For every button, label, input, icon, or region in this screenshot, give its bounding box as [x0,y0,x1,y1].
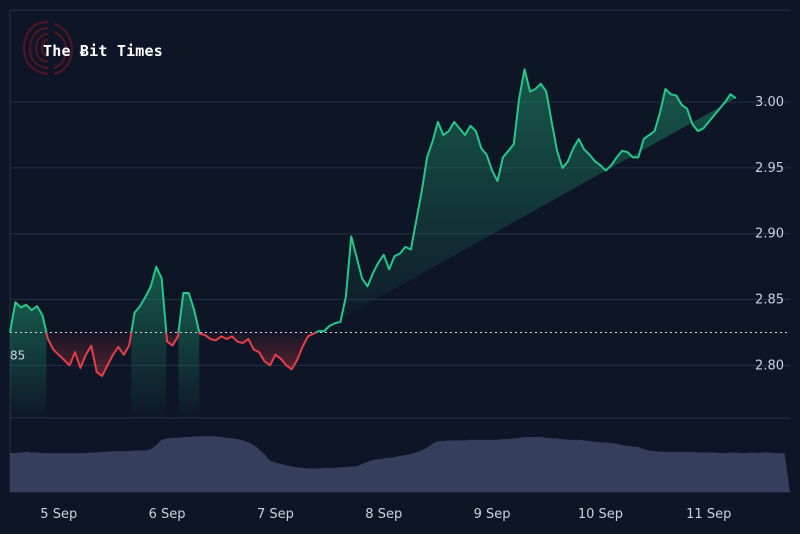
price-line-up [315,68,737,334]
up-area [10,302,47,418]
volume-series [10,436,790,492]
price-line-up [9,301,48,333]
x-axis: 5 Sep 6 Sep 7 Sep 8 Sep 9 Sep 10 Sep 11 Sep [40,507,731,522]
y-axis: 2.80 2.85 2.90 2.95 3.00 [755,95,784,373]
fingerprint-icon [22,20,74,76]
y-tick-label: 2.95 [755,161,784,176]
y-tick-label: 3.00 [755,95,784,110]
down-area [46,332,132,376]
price-line-up [177,291,201,333]
price-lines [9,68,737,377]
x-tick-label: 6 Sep [149,507,186,522]
up-area [316,69,736,333]
baseline-label: 85 [10,348,25,362]
price-line-down [45,332,133,377]
x-tick-label: 5 Sep [40,507,77,522]
volume-area [10,436,790,492]
y-tick-label: 2.85 [755,293,784,308]
price-line-up [130,265,168,333]
x-tick-label: 9 Sep [474,507,511,522]
x-tick-label: 8 Sep [365,507,402,522]
up-area [178,292,200,418]
area-fills [10,69,736,418]
x-tick-label: 11 Sep [686,507,731,522]
price-line-down [198,331,317,371]
watermark-text: The Ƀit Times [43,42,163,60]
watermark-logo: The Ƀit Times [18,16,178,80]
x-tick-label: 7 Sep [257,507,294,522]
x-tick-label: 10 Sep [578,507,623,522]
price-line-down [165,332,180,347]
y-tick-label: 2.80 [755,358,784,373]
up-area [131,266,167,418]
y-tick-label: 2.90 [755,227,784,242]
